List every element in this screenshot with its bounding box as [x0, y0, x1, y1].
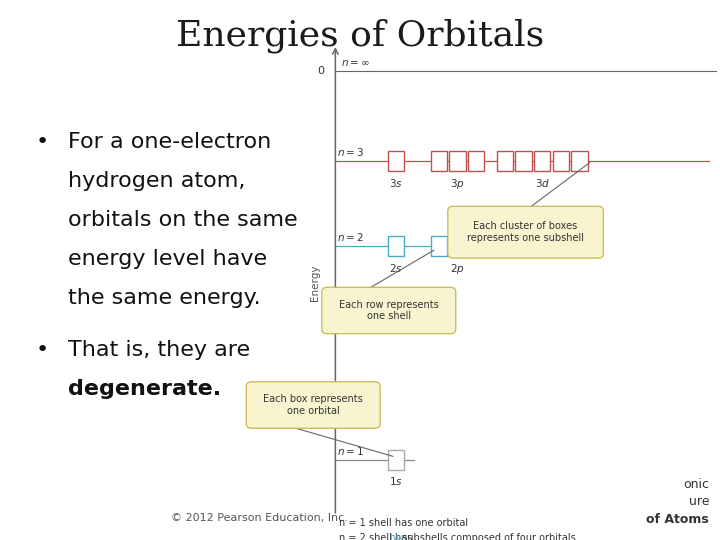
Text: $2p$: $2p$: [450, 261, 465, 275]
Text: two: two: [390, 534, 407, 540]
Text: •: •: [36, 132, 49, 152]
Text: n = 2 shell has: n = 2 shell has: [339, 534, 415, 540]
Text: the same energy.: the same energy.: [68, 288, 261, 308]
Text: hydrogen atom,: hydrogen atom,: [68, 171, 246, 191]
FancyBboxPatch shape: [322, 287, 456, 334]
FancyBboxPatch shape: [246, 382, 380, 428]
FancyBboxPatch shape: [572, 151, 588, 171]
Text: 0: 0: [318, 66, 325, 76]
Text: That is, they are: That is, they are: [68, 340, 251, 360]
FancyBboxPatch shape: [497, 151, 513, 171]
Text: Each cluster of boxes
represents one subshell: Each cluster of boxes represents one sub…: [467, 221, 584, 243]
FancyBboxPatch shape: [431, 151, 447, 171]
Text: Energy: Energy: [310, 264, 320, 301]
Text: © 2012 Pearson Education, Inc.: © 2012 Pearson Education, Inc.: [171, 512, 348, 523]
FancyBboxPatch shape: [448, 206, 603, 258]
Text: $3s$: $3s$: [389, 177, 403, 188]
Text: of Atoms: of Atoms: [647, 513, 709, 526]
Text: Energies of Orbitals: Energies of Orbitals: [176, 19, 544, 53]
FancyBboxPatch shape: [388, 236, 404, 256]
Text: •: •: [36, 340, 49, 360]
Text: Each row represents
one shell: Each row represents one shell: [339, 300, 438, 321]
FancyBboxPatch shape: [468, 151, 485, 171]
Text: $n = \infty$: $n = \infty$: [341, 58, 370, 68]
Text: $n = 1$: $n = 1$: [337, 445, 364, 457]
Text: degenerate.: degenerate.: [68, 379, 222, 399]
FancyBboxPatch shape: [516, 151, 531, 171]
Text: n = 1 shell has one orbital: n = 1 shell has one orbital: [339, 518, 469, 528]
Text: For a one-electron: For a one-electron: [68, 132, 271, 152]
Text: subshells composed of four orbitals: subshells composed of four orbitals: [399, 534, 575, 540]
FancyBboxPatch shape: [553, 151, 569, 171]
Text: ure: ure: [689, 495, 709, 508]
Text: onic: onic: [683, 478, 709, 491]
Text: $n = 3$: $n = 3$: [337, 146, 364, 158]
Text: orbitals on the same: orbitals on the same: [68, 210, 298, 230]
FancyBboxPatch shape: [449, 236, 466, 256]
Text: Each box represents
one orbital: Each box represents one orbital: [264, 394, 363, 416]
Text: $3p$: $3p$: [450, 177, 465, 191]
FancyBboxPatch shape: [388, 151, 404, 171]
FancyBboxPatch shape: [431, 236, 447, 256]
FancyBboxPatch shape: [468, 236, 485, 256]
Text: $1s$: $1s$: [389, 475, 403, 488]
FancyBboxPatch shape: [534, 151, 550, 171]
Text: $2s$: $2s$: [389, 261, 403, 274]
Text: $3d$: $3d$: [535, 177, 550, 188]
Text: $n = 2$: $n = 2$: [337, 231, 364, 243]
FancyBboxPatch shape: [449, 151, 466, 171]
FancyBboxPatch shape: [388, 450, 404, 470]
Text: energy level have: energy level have: [68, 249, 268, 269]
